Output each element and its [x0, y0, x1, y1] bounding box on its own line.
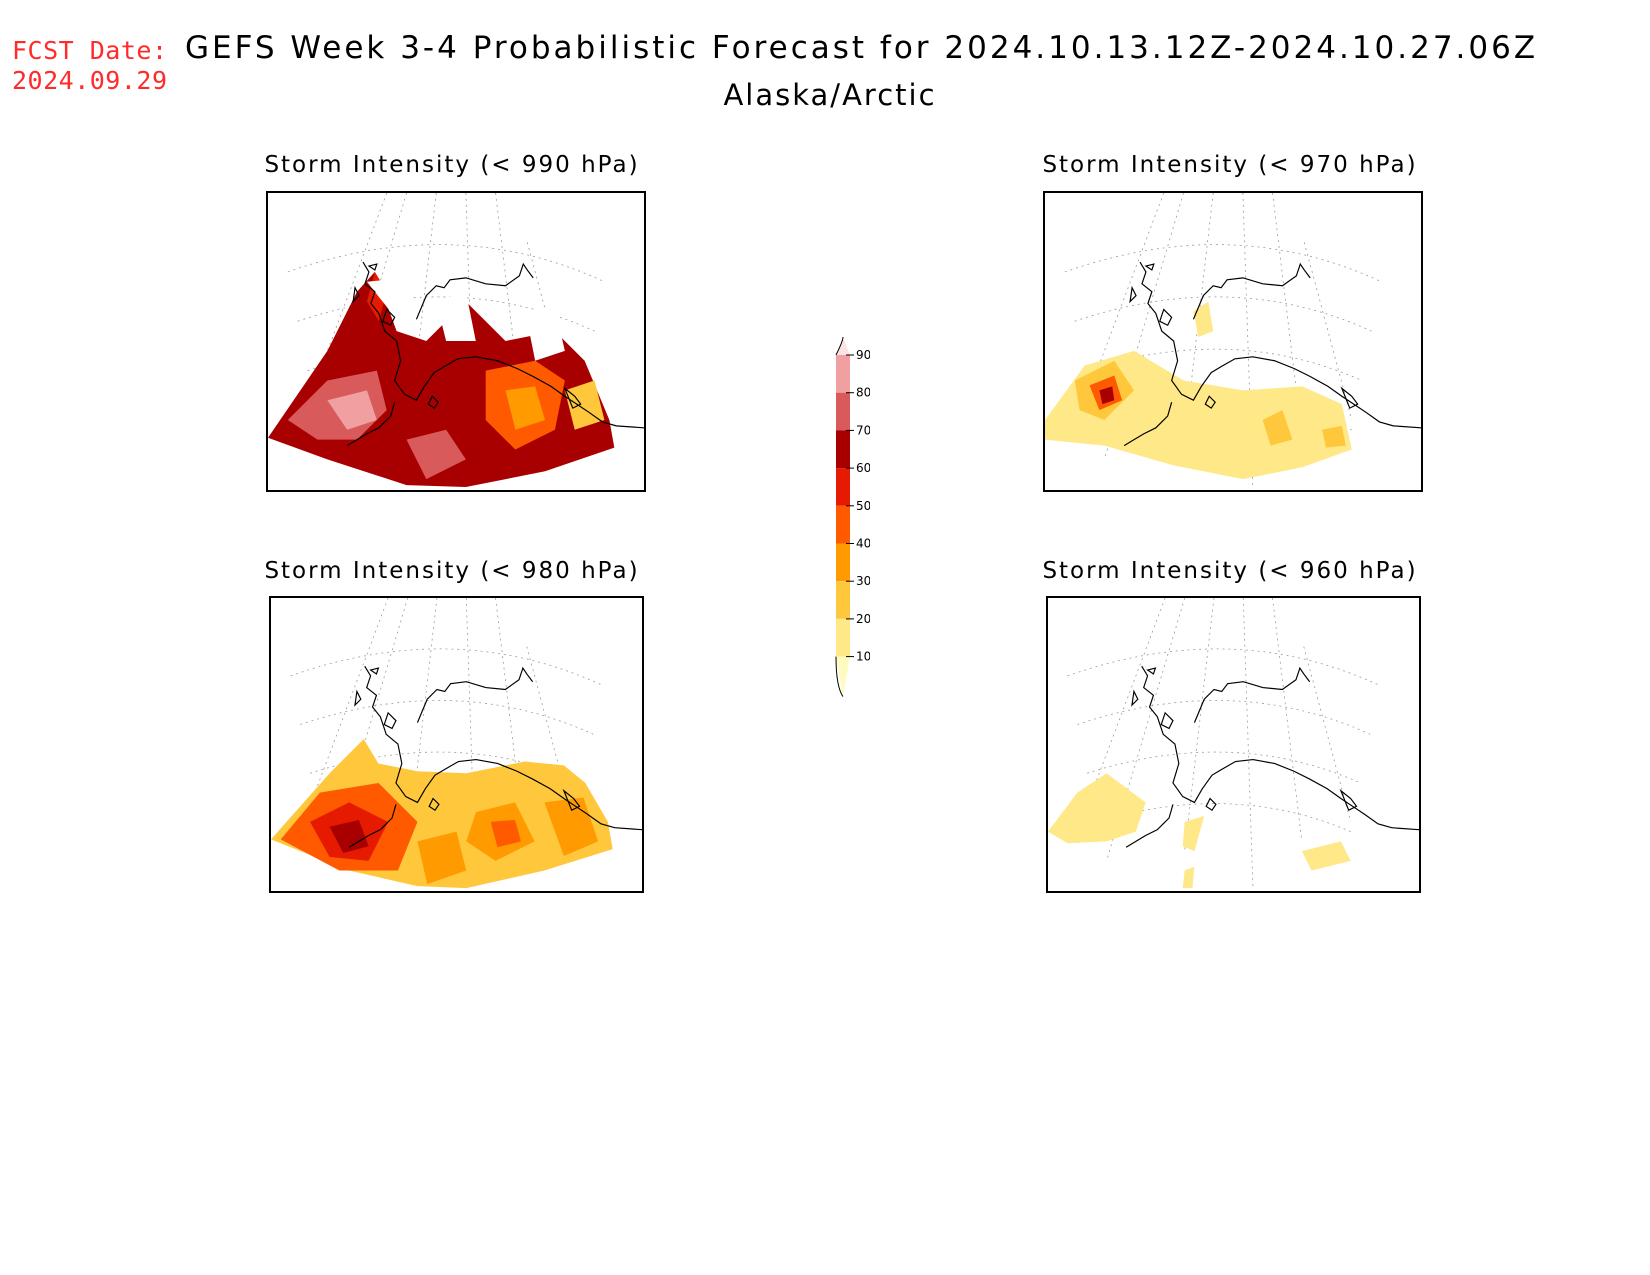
coastline-segment	[1160, 711, 1174, 730]
coastline-segment	[1125, 804, 1174, 848]
coastline	[346, 261, 644, 447]
coastline	[348, 665, 642, 848]
coastline-segment	[346, 402, 396, 447]
no-data-area	[525, 307, 565, 361]
coastline-segment	[1141, 665, 1419, 831]
panel-title-990: Storm Intensity (< 990 hPa)	[264, 152, 640, 178]
colorbar-segment	[836, 468, 850, 506]
coastline-segment	[1340, 386, 1359, 409]
colorbar-segment	[836, 618, 850, 657]
colorbar-segment	[836, 392, 850, 431]
coastline-segment	[362, 261, 644, 429]
panel-title-980: Storm Intensity (< 980 hPa)	[264, 558, 640, 584]
probability-fields	[1045, 301, 1352, 480]
colorbar-segment-top	[836, 337, 850, 355]
coastline-segment	[427, 395, 439, 409]
probability-contour	[406, 429, 466, 480]
probability-contour	[1322, 425, 1346, 448]
probability-contour	[564, 380, 605, 430]
coastline-segment	[383, 711, 397, 730]
map-panel-990	[266, 191, 646, 492]
colorbar-segment	[836, 430, 850, 469]
probability-fields	[268, 271, 615, 488]
coastline-segment	[415, 262, 534, 320]
forecast-date-block: FCST Date: 2024.09.29	[12, 36, 168, 96]
map-plot-990	[268, 193, 644, 490]
coastline-segment	[1129, 285, 1137, 304]
colorbar-tick-label: 50	[856, 499, 870, 513]
panel-title-970: Storm Intensity (< 970 hPa)	[1042, 152, 1418, 178]
coastline-segment	[1159, 308, 1173, 327]
coastline-segment	[364, 665, 642, 831]
probability-contour	[1301, 841, 1351, 871]
coastline-segment	[416, 666, 534, 723]
probability-contour	[490, 819, 521, 848]
coastline-segment	[348, 804, 397, 848]
coastline-segment	[352, 285, 360, 304]
coastline-segment	[428, 797, 440, 812]
coastline-segment	[563, 386, 582, 409]
probability-contour	[417, 831, 467, 885]
colorbar-tick-label: 90	[856, 348, 870, 362]
no-data-area	[366, 277, 417, 320]
colorbar-segment	[836, 355, 850, 393]
coastline-segment	[382, 308, 396, 327]
coastline-segment	[1193, 666, 1311, 723]
colorbar-tick-label: 70	[856, 423, 870, 437]
probability-contour	[1099, 386, 1115, 405]
coastline	[1125, 665, 1419, 848]
probability-contour	[1262, 410, 1293, 446]
probability-contour	[1193, 301, 1214, 338]
map-panel-970	[1043, 191, 1423, 492]
coastline-segment	[1192, 262, 1311, 320]
coastline-segment	[369, 667, 380, 675]
colorbar-segment	[836, 505, 850, 544]
coastline-segment	[1339, 788, 1358, 812]
coastline-segment	[367, 263, 378, 271]
page-subtitle: Alaska/Arctic	[723, 78, 937, 112]
colorbar-tick-label: 40	[856, 537, 870, 551]
map-panel-980	[269, 596, 644, 893]
probability-contour	[1048, 773, 1146, 844]
probability-fields	[1048, 773, 1351, 889]
coastline-segment	[1139, 261, 1421, 429]
colorbar-segment	[836, 581, 850, 619]
colorbar-tick-label: 10	[856, 650, 870, 664]
probability-colorbar: 10 20 30 40 50 60 70 80 90	[835, 336, 870, 697]
colorbar-tick-label: 80	[856, 386, 870, 400]
colorbar-tick-label: 30	[856, 574, 870, 588]
probability-contour	[1182, 866, 1195, 889]
coastline-segment	[1146, 667, 1157, 675]
coastline-segment	[1144, 263, 1155, 271]
probability-contour	[329, 819, 369, 854]
coastline-segment	[562, 788, 581, 812]
probability-contour	[1045, 350, 1352, 480]
probability-contour	[1182, 816, 1205, 852]
colorbar-tick-label: 60	[856, 461, 870, 475]
colorbar-segment	[836, 543, 850, 582]
page-title: GEFS Week 3-4 Probabilistic Forecast for…	[185, 30, 1539, 66]
map-panel-960	[1046, 596, 1421, 893]
coastline-segment	[1204, 395, 1216, 409]
colorbar-tick-label: 20	[856, 612, 870, 626]
coastline-segment	[1123, 402, 1173, 447]
map-plot-980	[271, 598, 642, 891]
forecast-date-label: FCST Date:	[12, 36, 168, 65]
coastline-segment	[1205, 797, 1217, 812]
colorbar-segment-bottom	[836, 656, 850, 697]
probability-contour	[505, 386, 546, 430]
map-plot-960	[1048, 598, 1419, 891]
no-data-area	[436, 291, 476, 342]
forecast-date-value: 2024.09.29	[12, 66, 168, 95]
panel-title-960: Storm Intensity (< 960 hPa)	[1042, 558, 1418, 584]
probability-contour	[327, 390, 377, 430]
map-plot-970	[1045, 193, 1421, 490]
coastline	[1123, 261, 1421, 447]
probability-fields	[271, 739, 613, 889]
coastline-segment	[354, 689, 362, 707]
coastline-segment	[1131, 689, 1139, 707]
